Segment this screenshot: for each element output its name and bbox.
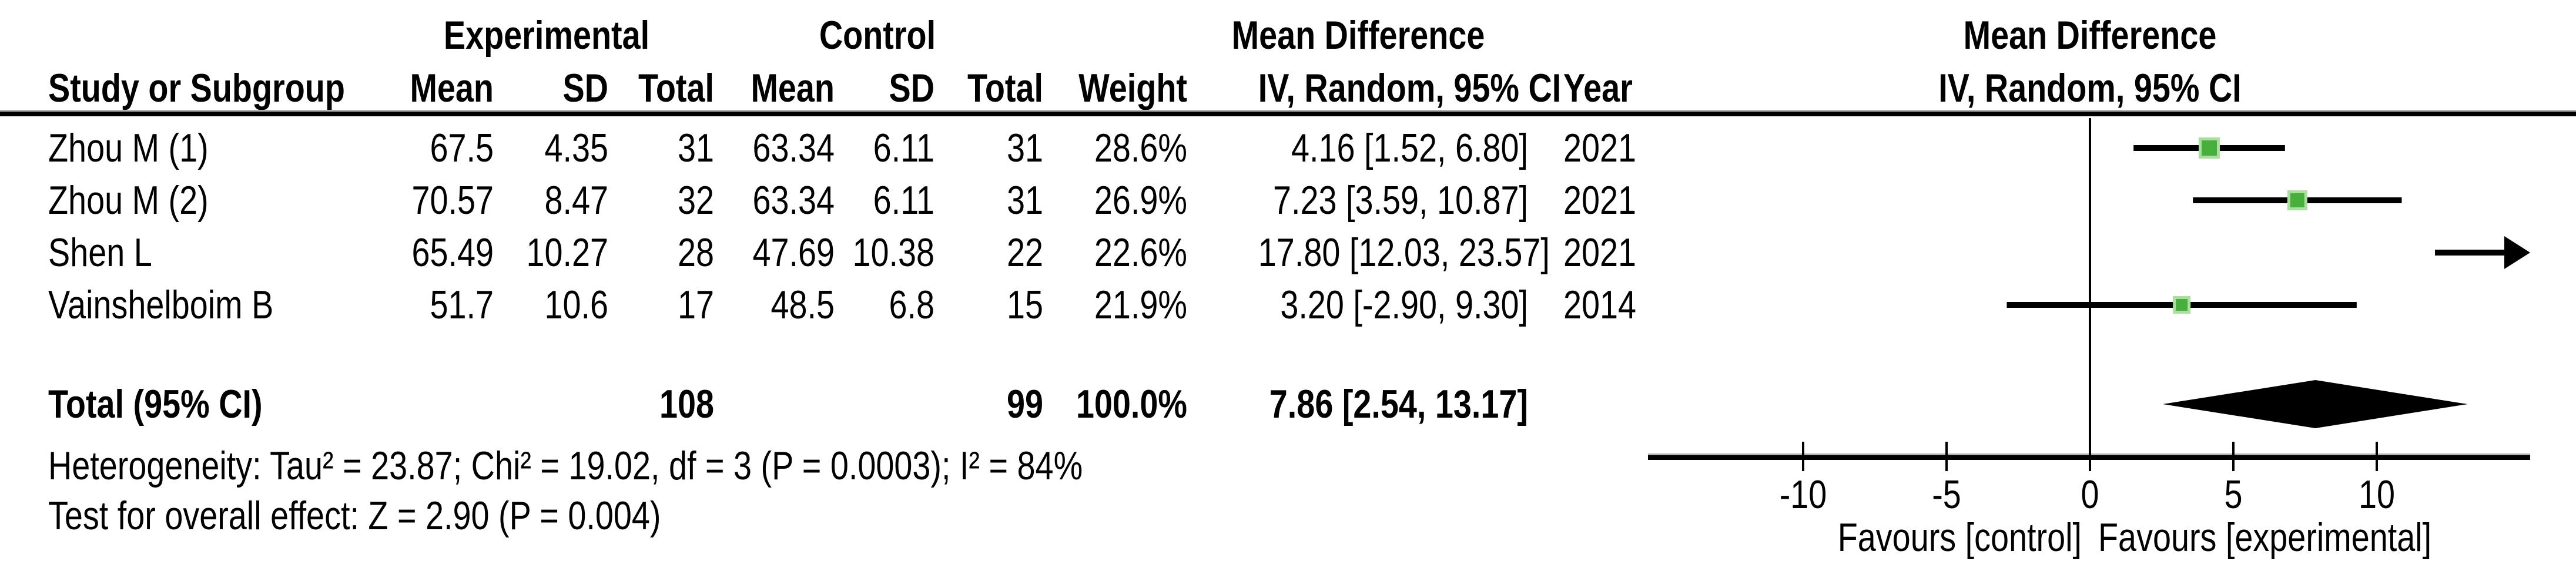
cell-ctl_total: 22 bbox=[1006, 230, 1043, 275]
cell-exp_total: 31 bbox=[677, 126, 714, 170]
col-header-exp-sd: SD bbox=[562, 66, 608, 110]
effect-marker-core bbox=[2176, 299, 2188, 311]
cell-year: 2021 bbox=[1563, 230, 1637, 275]
col-header-study: Study or Subgroup bbox=[48, 66, 345, 110]
col-header-weight: Weight bbox=[1078, 66, 1187, 110]
cell-weight: 21.9% bbox=[1094, 283, 1187, 327]
group-header-experimental: Experimental bbox=[443, 13, 650, 58]
favours-control-label: Favours [control] bbox=[1837, 515, 2082, 560]
favours-experimental-label: Favours [experimental] bbox=[2098, 515, 2432, 560]
axis-tick bbox=[1802, 442, 1804, 471]
heterogeneity-note: Heterogeneity: Tau² = 23.87; Chi² = 19.0… bbox=[48, 443, 1083, 488]
col-header-year: Year bbox=[1563, 66, 1633, 110]
cell-weight: 28.6% bbox=[1094, 126, 1187, 170]
header-separator bbox=[0, 112, 2576, 116]
total-cell-ctl_total: 99 bbox=[1006, 382, 1043, 426]
total-cell-exp_total: 108 bbox=[659, 382, 714, 426]
axis-tick-label: 10 bbox=[2358, 472, 2396, 517]
cell-ci_text: 3.20 [-2.90, 9.30] bbox=[1280, 283, 1528, 327]
effect-marker-core bbox=[2290, 193, 2304, 207]
cell-exp_mean: 70.57 bbox=[411, 178, 494, 223]
axis-tick bbox=[2376, 442, 2378, 471]
group-header-control: Control bbox=[819, 13, 936, 58]
axis-tick-label: -10 bbox=[1779, 472, 1827, 517]
cell-ci_text: 7.23 [3.59, 10.87] bbox=[1272, 178, 1528, 223]
cell-year: 2021 bbox=[1563, 126, 1637, 170]
cell-ctl_mean: 63.34 bbox=[752, 126, 835, 170]
pooled-diamond bbox=[2162, 380, 2468, 428]
total-cell-ci_text: 7.86 [2.54, 13.17] bbox=[1269, 382, 1528, 426]
cell-study: Zhou M (2) bbox=[48, 178, 209, 223]
cell-year: 2014 bbox=[1563, 283, 1637, 327]
cell-exp_mean: 51.7 bbox=[430, 283, 494, 327]
cell-ctl_sd: 6.8 bbox=[889, 283, 934, 327]
cell-study: Shen L bbox=[48, 230, 152, 275]
cell-ci_text: 17.80 [12.03, 23.57] bbox=[1258, 230, 1550, 275]
col-header-ctl-mean: Mean bbox=[751, 66, 835, 110]
cell-ctl_mean: 63.34 bbox=[752, 178, 835, 223]
total-cell-label: Total (95% CI) bbox=[48, 382, 263, 426]
cell-exp_total: 17 bbox=[677, 283, 714, 327]
col-header-exp-mean: Mean bbox=[410, 66, 494, 110]
plot-header-ci: IV, Random, 95% CI bbox=[1938, 66, 2242, 110]
cell-exp_sd: 8.47 bbox=[544, 178, 608, 223]
cell-exp_total: 32 bbox=[677, 178, 714, 223]
col-header-ci: IV, Random, 95% CI bbox=[1258, 66, 1562, 110]
cell-exp_mean: 67.5 bbox=[430, 126, 494, 170]
col-header-ctl-total: Total bbox=[967, 66, 1043, 110]
ci-arrow-shaft bbox=[2435, 250, 2504, 256]
cell-exp_sd: 10.27 bbox=[526, 230, 608, 275]
header-separator-shadow bbox=[0, 110, 2576, 112]
cell-ctl_sd: 10.38 bbox=[852, 230, 934, 275]
total-cell-weight: 100.0% bbox=[1076, 382, 1187, 426]
axis-tick bbox=[2089, 442, 2091, 471]
effect-marker-core bbox=[2202, 140, 2217, 156]
col-header-ctl-sd: SD bbox=[889, 66, 934, 110]
plot-header-mean-difference: Mean Difference bbox=[1963, 13, 2217, 58]
axis-tick-label: 5 bbox=[2224, 472, 2243, 517]
axis-tick bbox=[1945, 442, 1948, 471]
zero-line bbox=[2089, 118, 2091, 455]
cell-weight: 22.6% bbox=[1094, 230, 1187, 275]
overall-effect-note: Test for overall effect: Z = 2.90 (P = 0… bbox=[48, 493, 661, 538]
cell-exp_sd: 10.6 bbox=[544, 283, 608, 327]
cell-exp_total: 28 bbox=[677, 230, 714, 275]
cell-study: Zhou M (1) bbox=[48, 126, 209, 170]
cell-ctl_total: 31 bbox=[1006, 178, 1043, 223]
cell-ctl_sd: 6.11 bbox=[873, 178, 934, 223]
cell-exp_sd: 4.35 bbox=[544, 126, 608, 170]
cell-study: Vainshelboim B bbox=[48, 283, 274, 327]
cell-ctl_total: 15 bbox=[1006, 283, 1043, 327]
col-header-exp-total: Total bbox=[638, 66, 714, 110]
cell-ctl_sd: 6.11 bbox=[873, 126, 934, 170]
cell-ctl_mean: 48.5 bbox=[771, 283, 835, 327]
cell-ctl_total: 31 bbox=[1006, 126, 1043, 170]
cell-weight: 26.9% bbox=[1094, 178, 1187, 223]
cell-exp_mean: 65.49 bbox=[411, 230, 494, 275]
cell-ctl_mean: 47.69 bbox=[752, 230, 835, 275]
axis-tick bbox=[2232, 442, 2235, 471]
axis-tick-label: -5 bbox=[1932, 472, 1961, 517]
cell-year: 2021 bbox=[1563, 178, 1637, 223]
cell-ci_text: 4.16 [1.52, 6.80] bbox=[1291, 126, 1528, 170]
axis-tick-label: 0 bbox=[2081, 472, 2099, 517]
ci-arrow-head bbox=[2504, 236, 2530, 269]
group-header-mean-difference: Mean Difference bbox=[1231, 13, 1485, 58]
